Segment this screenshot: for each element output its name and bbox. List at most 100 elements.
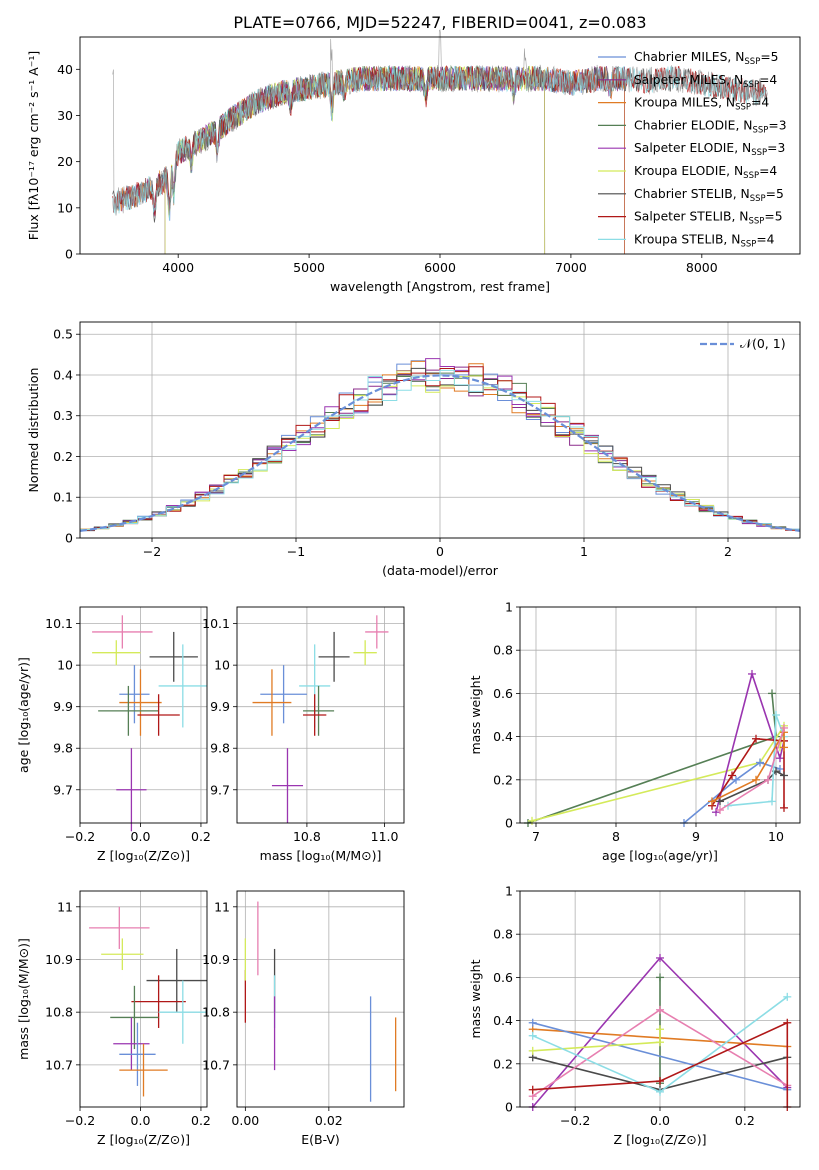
x-tick-label: 11.0 [371, 829, 399, 844]
legend-label-value: =4 [759, 164, 777, 178]
y-tick-label: 10.9 [45, 952, 73, 967]
legend-label: Kroupa STELIB, NSSP=4 [634, 232, 775, 249]
x-tick-label: −0.2 [65, 829, 95, 844]
legend-label-value: =4 [751, 96, 769, 110]
y-axis-label: mass weight [468, 675, 483, 754]
y-tick-label: 10.8 [45, 1005, 73, 1020]
y-tick-label: 10.1 [45, 616, 73, 631]
spectrum-line [164, 65, 546, 255]
y-tick-label: 0 [505, 1100, 513, 1115]
x-axis-label: E(B-V) [301, 1132, 340, 1147]
legend-label-subscript: SSP [743, 171, 759, 181]
y-tick-label: 0.4 [493, 729, 513, 744]
y-tick-label: 0.4 [493, 1013, 513, 1028]
y-axis-label: Flux [fλ10⁻¹⁷ erg cm⁻² s⁻¹ A⁻¹] [26, 51, 41, 240]
plot-frame [79, 606, 208, 824]
x-axis-label: Z [log₁₀(Z/Z⊙)] [97, 1132, 190, 1147]
panel-age-vs-metallicity: −0.2 0.0 0.2 9.7 9.8 9.9 10 10.1 Z [log₁₀(Z/Z⊙)]… [16, 606, 211, 863]
legend-label: 𝒩(0, 1) [740, 336, 786, 351]
x-tick-label: 4000 [162, 260, 194, 275]
x-tick-label: 0.2 [191, 829, 211, 844]
plot-frame [79, 36, 801, 255]
y-tick-label: 11 [57, 899, 73, 914]
y-tick-label: 0.6 [493, 686, 513, 701]
y-axis-label: age [log₁₀(age/yr)] [16, 657, 31, 773]
legend-label-subscript: SSP [743, 80, 759, 90]
y-tick-label: 0.4 [53, 367, 73, 382]
x-tick-label: 8000 [686, 260, 718, 275]
x-tick-label: 9 [692, 829, 700, 844]
massweight-series-line [532, 1021, 789, 1107]
y-tick-label: 0.2 [493, 1056, 513, 1071]
x-tick-label: 10.8 [293, 829, 321, 844]
legend-label-name: Kroupa ELODIE, N [634, 164, 743, 178]
legend-label: Kroupa MILES, NSSP=4 [634, 96, 769, 113]
y-tick-label: 1 [505, 884, 513, 899]
y-tick-label: 0.2 [53, 449, 73, 464]
y-tick-label: 10 [57, 658, 73, 673]
x-tick-label: 0.0 [131, 829, 151, 844]
spectrum-line [112, 65, 768, 221]
y-tick-label: 1 [505, 600, 513, 615]
y-tick-label: 11 [214, 899, 230, 914]
x-tick-label: −1 [287, 544, 305, 559]
massweight-series-line [715, 671, 785, 813]
plot-frame [79, 321, 801, 539]
spectrum-line [117, 65, 625, 254]
y-axis-label: Normed distribution [26, 368, 41, 493]
legend-label-subscript: SSP [751, 148, 767, 158]
legend-label: Salpeter MILES, NSSP=4 [634, 73, 777, 90]
y-tick-label: 10.7 [45, 1057, 73, 1072]
x-tick-label: 0.0 [131, 1113, 151, 1128]
massweight-series-line [719, 770, 785, 803]
observed-spectrum-line [112, 29, 768, 216]
y-tick-label: 0.8 [493, 927, 513, 942]
legend-label-subscript: SSP [740, 239, 756, 249]
legend-label-subscript: SSP [744, 57, 760, 67]
spectrum-line [117, 65, 625, 254]
legend-label-name: Chabrier MILES, N [634, 50, 744, 64]
y-tick-label: 0.1 [53, 490, 73, 505]
y-tick-label: 0.2 [493, 772, 513, 787]
legend-label-subscript: SSP [735, 103, 751, 113]
y-tick-label: 0.8 [493, 643, 513, 658]
panel-age-vs-mass: 10.8 11.0 9.7 9.8 9.9 10 10.1 mass [log₁₀(M/M⊙)… [202, 606, 405, 863]
panel-spectrum: 4000 5000 6000 7000 8000 0 10 20 30 40 wavelength … [26, 29, 801, 294]
y-tick-label: 40 [57, 62, 73, 77]
spectrum-line [164, 64, 546, 255]
legend-label: Chabrier ELODIE, NSSP=3 [634, 118, 787, 135]
y-tick-label: 20 [57, 154, 73, 169]
panel-mass-vs-metallicity: −0.2 0.0 0.2 10.7 10.8 10.9 11 Z [log₁₀(Z/Z⊙)] m… [16, 890, 211, 1147]
plot-frame [236, 606, 405, 824]
legend-label-name: Chabrier ELODIE, N [634, 118, 752, 132]
legend-label-name: Kroupa MILES, N [634, 96, 735, 110]
massweight-series-line [711, 729, 785, 803]
legend-label-subscript: SSP [750, 194, 766, 204]
x-axis-label: Z [log₁₀(Z/Z⊙)] [97, 848, 190, 863]
legend-label: Chabrier MILES, NSSP=5 [634, 50, 778, 67]
y-tick-label: 9.7 [210, 782, 230, 797]
x-tick-label: 0.02 [315, 1113, 343, 1128]
y-axis-label: mass weight [468, 959, 483, 1038]
x-axis-label: mass [log₁₀(M/M⊙)] [260, 848, 382, 863]
x-tick-label: 2 [724, 544, 732, 559]
legend-label-name: Salpeter STELIB, N [634, 210, 749, 224]
x-tick-label: 0.2 [735, 1113, 755, 1128]
x-tick-label: −0.2 [65, 1113, 95, 1128]
plot-frame [519, 890, 801, 1108]
y-tick-label: 0.6 [493, 970, 513, 985]
y-tick-label: 9.8 [53, 741, 73, 756]
legend-label: Salpeter STELIB, NSSP=5 [634, 210, 783, 227]
legend-label-name: Kroupa STELIB, N [634, 232, 740, 246]
x-tick-label: 0.0 [650, 1113, 670, 1128]
y-tick-label: 10.7 [202, 1057, 230, 1072]
panel-massweight-vs-age: 7 8 9 10 0 0.2 0.4 0.6 0.8 1 age [log₁₀(age/yr)] ma… [468, 600, 801, 863]
x-axis-label: wavelength [Angstrom, rest frame] [330, 279, 550, 294]
spectrum-line [164, 66, 546, 255]
panel-massweight-vs-metallicity: −0.2 0.0 0.2 0 0.2 0.4 0.6 0.8 1 Z [log₁₀(Z/Z⊙)] m… [468, 884, 801, 1147]
x-tick-label: −0.2 [560, 1113, 590, 1128]
y-tick-label: 10.8 [202, 1005, 230, 1020]
gaussian-reference-line [79, 374, 801, 532]
y-tick-label: 10.9 [202, 952, 230, 967]
